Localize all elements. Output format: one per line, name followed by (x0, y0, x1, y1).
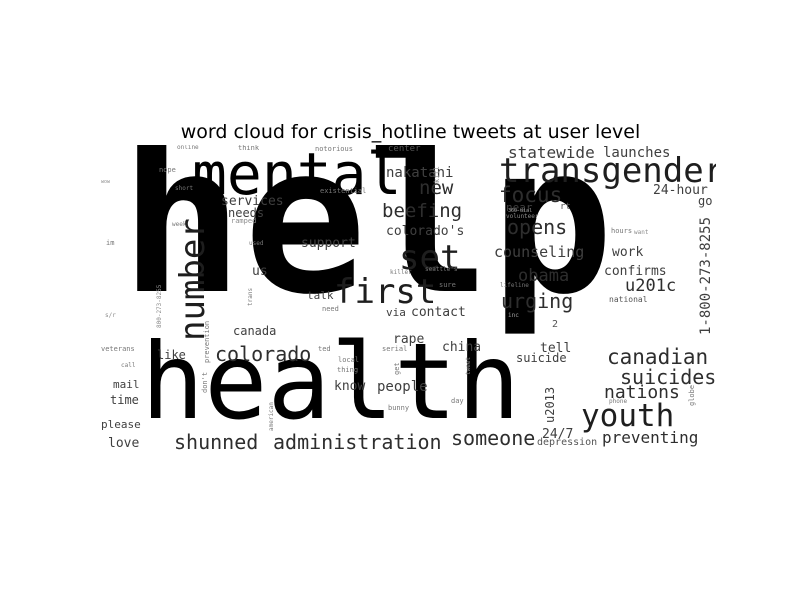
cloud-word: ramped (231, 218, 256, 225)
cloud-word: love (108, 437, 139, 450)
cloud-word: 2 (552, 320, 558, 330)
cloud-word: trans (248, 288, 254, 306)
word-cloud: help health mental transgender number first se… (101, 145, 716, 455)
cloud-word: counseling (494, 245, 584, 260)
cloud-word: talk (307, 290, 334, 301)
cloud-word: work (612, 246, 643, 259)
cloud-word: im (106, 240, 114, 247)
cloud-word: u201c (625, 278, 676, 295)
cloud-word: get (394, 362, 401, 375)
cloud-word: center (388, 145, 421, 154)
cloud-word: wow (101, 180, 110, 185)
cloud-word: opens (507, 217, 567, 237)
cloud-word: 360-dial (508, 209, 532, 214)
cloud-word: seattle's (425, 267, 458, 273)
cloud-word: please (101, 419, 141, 430)
cloud-word: inc (508, 313, 519, 319)
cloud-word: nope (159, 167, 176, 174)
cloud-word: notorious (315, 146, 353, 153)
cloud-word: preventing (602, 430, 698, 446)
cloud-word: day (451, 398, 464, 405)
cloud-word: canada (233, 325, 276, 337)
cloud-word: administration (273, 432, 442, 452)
cloud-word: existential (320, 188, 366, 195)
cloud-word: kill (434, 166, 441, 183)
cloud-word: hours (611, 228, 632, 235)
cloud-word: need (322, 306, 339, 313)
cloud-word: colorado's (386, 225, 464, 238)
cloud-word: 800-273-8255 (157, 285, 163, 328)
cloud-word: bunny (388, 405, 409, 412)
cloud-word: like (157, 349, 186, 361)
cloud-word: depression (537, 438, 597, 448)
cloud-word: first (334, 275, 436, 309)
cloud-word: volunteer (506, 214, 539, 220)
cloud-word: sure (439, 282, 456, 289)
chart-title: word cloud for crisis_hotline tweets at … (0, 121, 800, 143)
cloud-word: killer (390, 270, 412, 276)
cloud-word: china (442, 341, 481, 354)
cloud-word: lifeline (500, 283, 529, 289)
cloud-word: think (238, 145, 259, 152)
cloud-word: launches (603, 146, 670, 160)
cloud-word: serial (382, 346, 407, 353)
cloud-word: online (177, 145, 199, 151)
cloud-word: don't (202, 372, 209, 393)
cloud-word: want (634, 230, 648, 236)
cloud-word: beefing (382, 202, 462, 221)
cloud-word: rt (560, 203, 571, 212)
cloud-word: tweet (466, 357, 472, 375)
cloud-word: prevention (204, 321, 211, 363)
cloud-word: phone (609, 399, 627, 405)
cloud-word: someone (451, 428, 535, 448)
cloud-word: nakatani (386, 166, 453, 180)
cloud-word: confirms (604, 265, 667, 278)
cloud-word: suicide (516, 352, 567, 364)
cloud-word: time (110, 394, 139, 406)
cloud-word: go (698, 195, 712, 207)
cloud-word: contact (411, 306, 466, 319)
cloud-word: short (175, 186, 193, 192)
cloud-word: statewide (508, 145, 595, 161)
cloud-word: call (121, 363, 135, 369)
cloud-word: us (252, 265, 268, 278)
cloud-word: u2013 (544, 387, 556, 423)
cloud-word: week (172, 222, 186, 228)
cloud-word: urging (501, 291, 573, 311)
cloud-word: local (338, 357, 359, 364)
cloud-word: colorado (215, 344, 311, 364)
cloud-word: s/r (105, 313, 116, 319)
cloud-word: people (377, 380, 428, 394)
cloud-word: know (334, 380, 365, 393)
cloud-word: support (301, 237, 356, 250)
cloud-word: 1-800-273-8255 (699, 217, 713, 335)
cloud-word: shunned (174, 432, 258, 452)
cloud-word: used (249, 241, 263, 247)
cloud-word: via (386, 307, 406, 318)
cloud-word: ted (318, 346, 331, 353)
cloud-word: globe (689, 385, 696, 406)
cloud-word: american (269, 402, 275, 431)
cloud-word: mail (113, 379, 140, 390)
cloud-word: thing (337, 367, 358, 374)
cloud-word: national (609, 296, 648, 304)
cloud-word: veterans (101, 346, 135, 353)
